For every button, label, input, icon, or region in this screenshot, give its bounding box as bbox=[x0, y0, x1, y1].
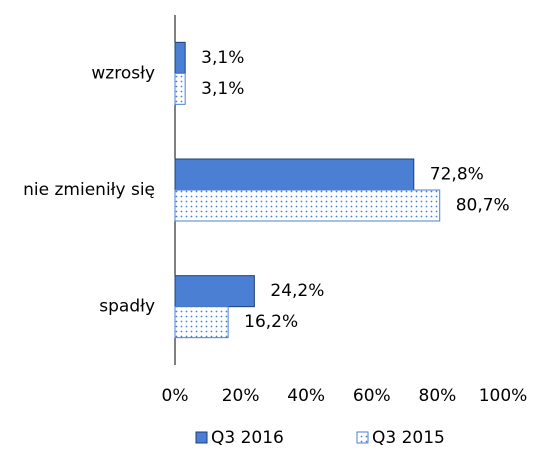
bar bbox=[174, 189, 441, 222]
data-label: 3,1% bbox=[201, 79, 244, 99]
x-tick-label: 20% bbox=[222, 386, 260, 406]
bar bbox=[174, 275, 255, 308]
x-tick-label: 0% bbox=[162, 386, 189, 406]
category-label: nie zmieniły się bbox=[23, 180, 155, 200]
data-label: 80,7% bbox=[456, 196, 510, 216]
legend-label: Q3 2015 bbox=[372, 428, 445, 448]
x-tick-label: 100% bbox=[479, 386, 528, 406]
data-label: 3,1% bbox=[201, 48, 244, 68]
bar bbox=[174, 158, 415, 191]
legend-swatch bbox=[195, 431, 208, 444]
data-label: 72,8% bbox=[430, 165, 484, 185]
data-label: 16,2% bbox=[244, 312, 298, 332]
bar bbox=[174, 306, 229, 339]
bar bbox=[174, 72, 186, 105]
legend-label: Q3 2016 bbox=[211, 428, 284, 448]
category-label: wzrosły bbox=[91, 63, 155, 83]
legend-swatch bbox=[356, 431, 369, 444]
x-tick-label: 80% bbox=[419, 386, 457, 406]
x-tick-label: 40% bbox=[287, 386, 325, 406]
category-label: spadły bbox=[99, 297, 155, 317]
x-tick-label: 60% bbox=[353, 386, 391, 406]
bar bbox=[174, 41, 186, 74]
data-label: 24,2% bbox=[270, 281, 324, 301]
